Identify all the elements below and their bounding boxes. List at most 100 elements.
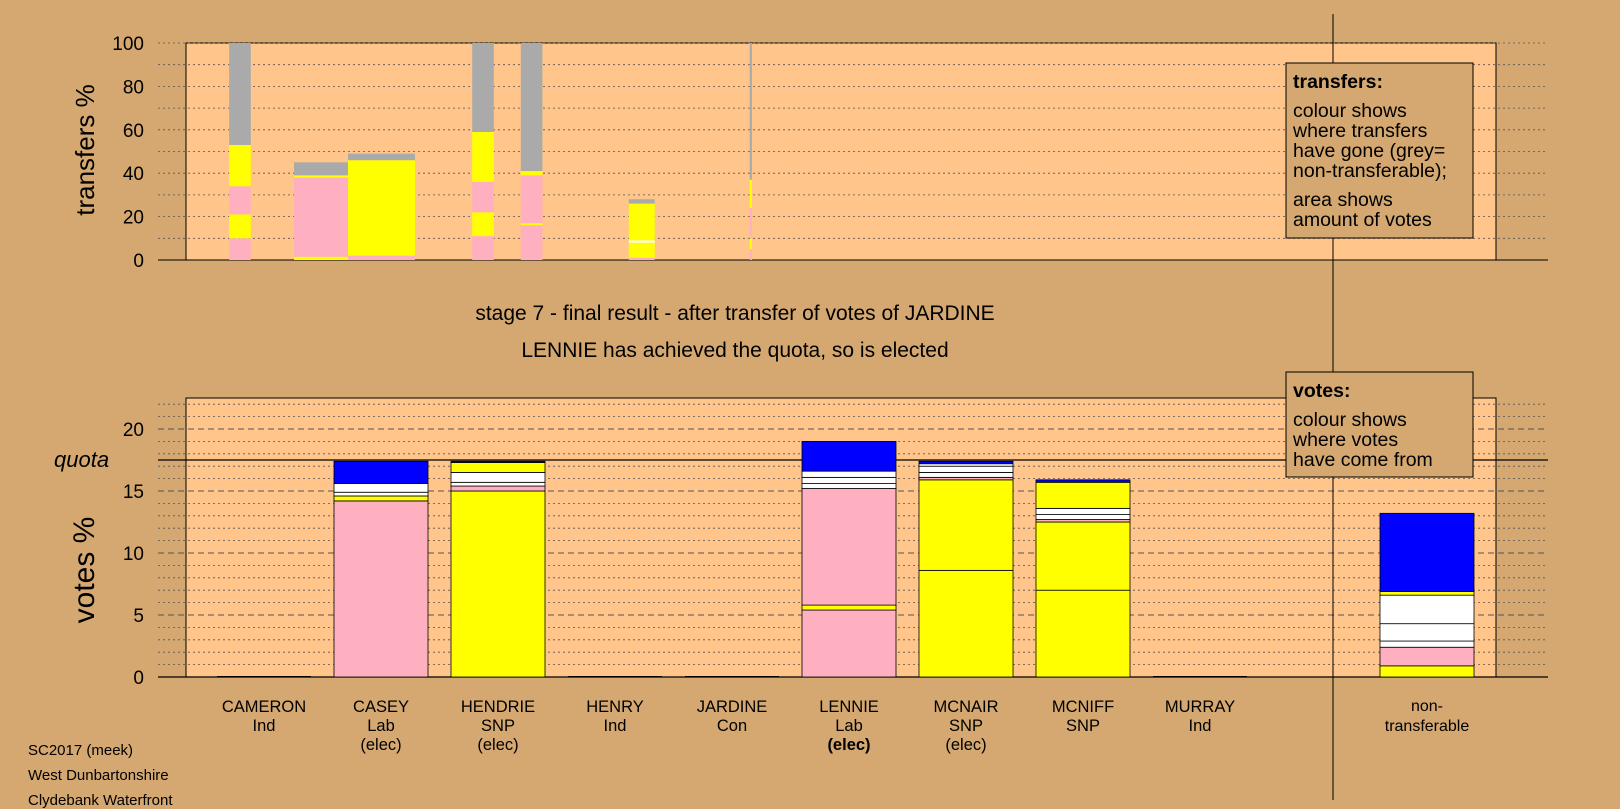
vote-bar-segment: [801, 609, 897, 678]
candidate-name-label: MCNIFF: [1052, 698, 1114, 716]
transfer-bar-segment: [294, 177, 348, 257]
votes-legend-text: where votes: [1292, 429, 1398, 451]
non-transferable-bar-segment: [1379, 594, 1475, 625]
candidate-party-label: SNP: [1066, 717, 1100, 735]
transfer-bar-segment: [749, 179, 752, 208]
candidate-party-label: SNP: [481, 717, 515, 735]
vote-bar-segment: [333, 491, 429, 497]
transfers-legend-text: colour shows: [1293, 100, 1407, 122]
footer-method: SC2017 (meek): [28, 742, 134, 759]
candidate-name-label: MURRAY: [1165, 698, 1235, 716]
candidate-name-label: CASEY: [353, 698, 409, 716]
vote-bar-segment: [450, 471, 546, 483]
vote-bar-segment: [801, 470, 897, 478]
vote-bar-segment: [918, 569, 1014, 678]
transfers-y-tick-label: 0: [133, 251, 144, 272]
candidate-party-label: Lab: [367, 717, 395, 735]
transfers-legend-text: where transfers: [1292, 120, 1428, 142]
vote-bar-segment: [1035, 589, 1131, 678]
transfer-bar-segment: [294, 256, 348, 260]
vote-bar-segment: [1035, 481, 1131, 509]
vote-bar-segment: [801, 476, 897, 484]
transfers-y-tick-label: 60: [123, 121, 144, 142]
vote-bar-segment: [1035, 521, 1131, 591]
votes-legend-box: [1285, 371, 1474, 478]
votes-legend-text: colour shows: [1293, 409, 1407, 431]
votes-legend-title: votes:: [1293, 380, 1350, 402]
vote-bar-segment: [450, 462, 546, 473]
vote-bar-segment: [1035, 514, 1131, 520]
vote-bar-segment: [1035, 479, 1131, 483]
candidate-name-label: CAMERON: [222, 698, 306, 716]
transfer-bar-segment: [348, 255, 415, 260]
transfer-bar-segment: [749, 43, 752, 180]
vote-bar-segment: [333, 460, 429, 484]
candidate-party-label: Ind: [253, 717, 276, 735]
transfers-legend-text: amount of votes: [1293, 209, 1432, 231]
transfers-legend-text: area shows: [1293, 189, 1393, 211]
votes-y-tick-label: 5: [133, 606, 144, 627]
candidate-status-label: (elec): [477, 736, 518, 754]
transfer-bar-segment: [229, 214, 251, 239]
candidate-status-label: (elec): [945, 736, 986, 754]
transfer-bar-segment: [229, 43, 251, 145]
non-transferable-bar-segment: [1379, 665, 1475, 678]
candidate-name-label: HENRY: [586, 698, 643, 716]
transfer-bar-segment: [628, 242, 655, 258]
transfers-y-axis-label: transfers %: [70, 84, 100, 216]
transfer-bar-segment: [472, 131, 494, 182]
transfers-legend-text: have gone (grey=: [1293, 140, 1445, 162]
vote-bar-segment: [450, 490, 546, 678]
candidate-name-label: HENDRIE: [461, 698, 535, 716]
transfer-bar-segment: [749, 249, 752, 260]
votes-y-tick-label: 15: [123, 482, 144, 503]
candidate-party-label: Ind: [604, 717, 627, 735]
candidate-party-label: Con: [717, 717, 747, 735]
vote-bar-segment: [918, 465, 1014, 473]
vote-bar-segment: [333, 500, 429, 678]
vote-bar-segment: [450, 460, 546, 463]
transfers-y-tick-label: 40: [123, 164, 144, 185]
transfer-bar-segment: [520, 223, 543, 226]
transfer-bar-segment: [348, 153, 415, 161]
candidate-status-label: (elec): [360, 736, 401, 754]
transfer-bar-segment: [294, 162, 348, 176]
votes-y-tick-label: 0: [133, 668, 144, 689]
non-transferable-bar-segment: [1379, 646, 1475, 667]
quota-label: quota: [54, 447, 109, 472]
votes-y-tick-label: 20: [123, 420, 144, 441]
transfer-bar-segment: [628, 240, 655, 243]
transfers-y-tick-label: 80: [123, 77, 144, 98]
transfer-bar-segment: [520, 43, 543, 172]
transfer-bar-segment: [520, 171, 543, 176]
vote-bar-segment: [333, 483, 429, 493]
transfer-bar-segment: [472, 236, 494, 260]
transfer-bar-segment: [520, 175, 543, 224]
transfer-bar-segment: [628, 199, 655, 204]
transfer-bar-segment: [472, 181, 494, 213]
transfer-bar-segment: [348, 160, 415, 256]
vote-bar-segment: [801, 483, 897, 489]
non-transferable-label: non-: [1411, 698, 1443, 715]
transfer-bar-segment: [749, 238, 752, 250]
footer-council: West Dunbartonshire: [28, 767, 169, 784]
transfer-bar-segment: [749, 207, 752, 239]
candidate-party-label: Lab: [835, 717, 863, 735]
transfer-bar-segment: [229, 238, 251, 260]
transfer-bar-segment: [472, 43, 494, 132]
vote-bar-segment: [333, 495, 429, 502]
transfers-y-tick-label: 20: [123, 208, 144, 229]
vote-bar-segment: [801, 488, 897, 606]
candidate-name-label: LENNIE: [819, 698, 879, 716]
non-transferable-bar-segment: [1379, 640, 1475, 648]
transfer-bar-segment: [520, 225, 543, 260]
non-transferable-label: transferable: [1385, 718, 1470, 735]
vote-bar-segment: [801, 604, 897, 611]
vote-bar-segment: [801, 440, 897, 472]
votes-y-axis-label: votes %: [68, 517, 101, 624]
transfers-legend-text: non-transferable);: [1293, 160, 1447, 182]
non-transferable-bar-segment: [1379, 591, 1475, 596]
candidate-name-label: JARDINE: [697, 698, 768, 716]
non-transferable-bar-segment: [1379, 623, 1475, 642]
candidate-party-label: Ind: [1189, 717, 1212, 735]
